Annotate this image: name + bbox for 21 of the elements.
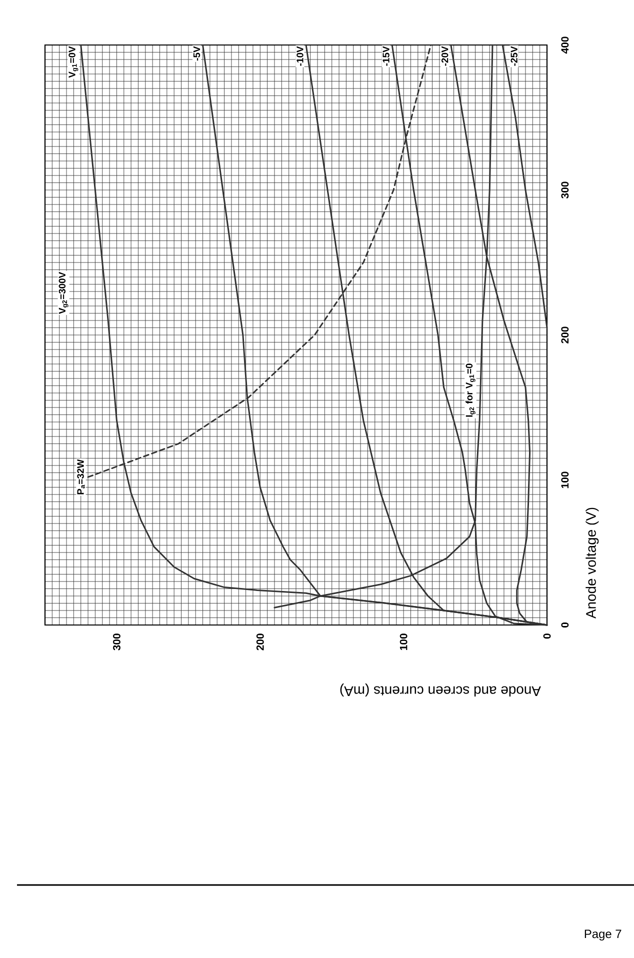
x-tick-label: 300 xyxy=(113,634,120,650)
text: -25V xyxy=(510,46,518,66)
x-tick-label: 200 xyxy=(256,634,264,650)
y-tick-label: 400 xyxy=(561,36,569,54)
text: V$_{g1}$=0V xyxy=(68,46,78,78)
y-axis-title: Anode voltage (V) xyxy=(586,508,599,619)
text: Page 7 xyxy=(584,930,622,940)
text: -10V xyxy=(296,46,304,66)
x-tick-label: 0 xyxy=(543,634,551,639)
x-tick-label: 100 xyxy=(400,634,408,650)
x-axis-title: Anode and screen currents (mA) xyxy=(340,683,541,696)
text: -20V xyxy=(442,46,448,66)
text: -5V xyxy=(193,46,200,61)
text: P$_{a}$=32W xyxy=(77,459,85,494)
annotation: V$_{g2}$=300V xyxy=(58,272,68,314)
y-tick-label: 200 xyxy=(561,326,569,344)
text: I$_{g2}$ for V$_{g1}$=0 xyxy=(466,364,476,417)
text: -15V xyxy=(382,46,390,66)
y-tick-label: 300 xyxy=(561,182,569,198)
y-tick-label: 100 xyxy=(561,472,569,488)
y-tick-label: 0 xyxy=(561,622,569,628)
